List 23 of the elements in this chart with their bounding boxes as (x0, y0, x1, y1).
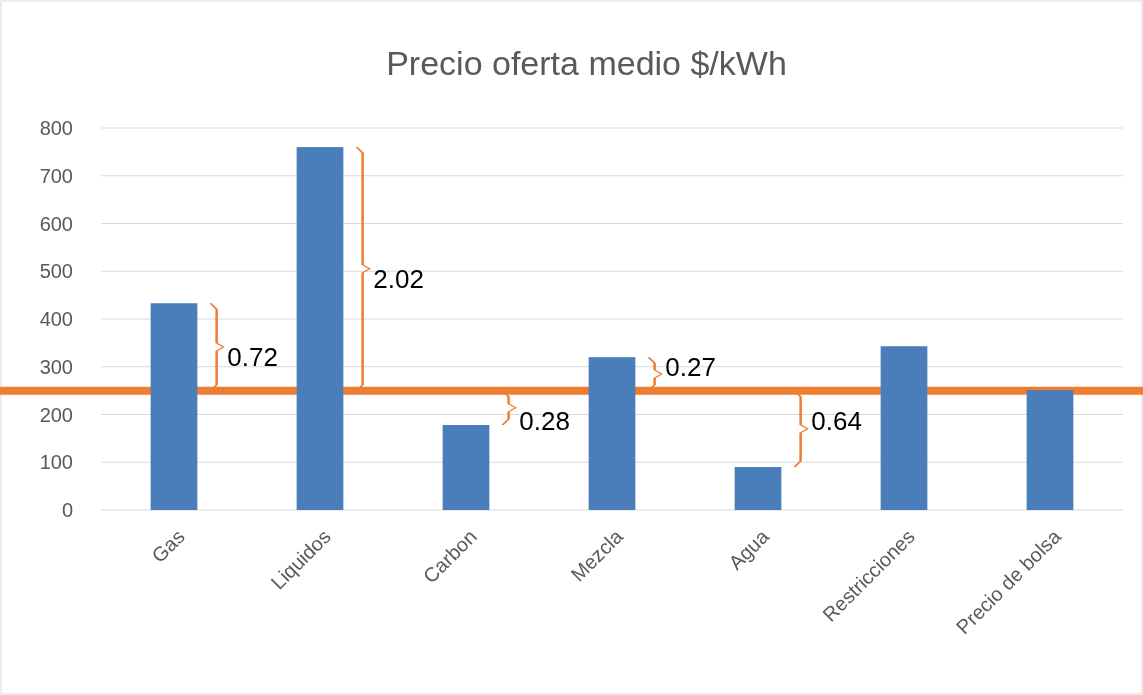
y-tick-label: 200 (39, 403, 73, 426)
bar (734, 467, 782, 510)
y-tick-label: 800 (39, 117, 73, 139)
bar (150, 303, 198, 510)
bar (442, 425, 490, 510)
chart-title: Precio oferta medio $/kWh (386, 44, 787, 82)
bar (1026, 390, 1074, 510)
bar (588, 357, 636, 510)
bar (296, 147, 344, 510)
y-tick-label: 300 (39, 355, 73, 378)
annotation: 0.27 (665, 351, 716, 382)
y-tick-label: 400 (39, 308, 73, 330)
y-tick-label: 500 (39, 260, 73, 283)
annotation: 2.02 (373, 263, 424, 294)
x-tick-label: Gas (147, 525, 189, 567)
y-tick-label: 600 (39, 212, 73, 235)
y-tick-label: 100 (39, 451, 73, 474)
bar (880, 346, 928, 510)
y-tick-label: 0 (61, 499, 73, 521)
annotation: 0.72 (227, 342, 278, 373)
annotation: 0.64 (811, 405, 862, 436)
annotation: 0.28 (519, 405, 570, 436)
y-tick-label: 700 (39, 164, 73, 187)
